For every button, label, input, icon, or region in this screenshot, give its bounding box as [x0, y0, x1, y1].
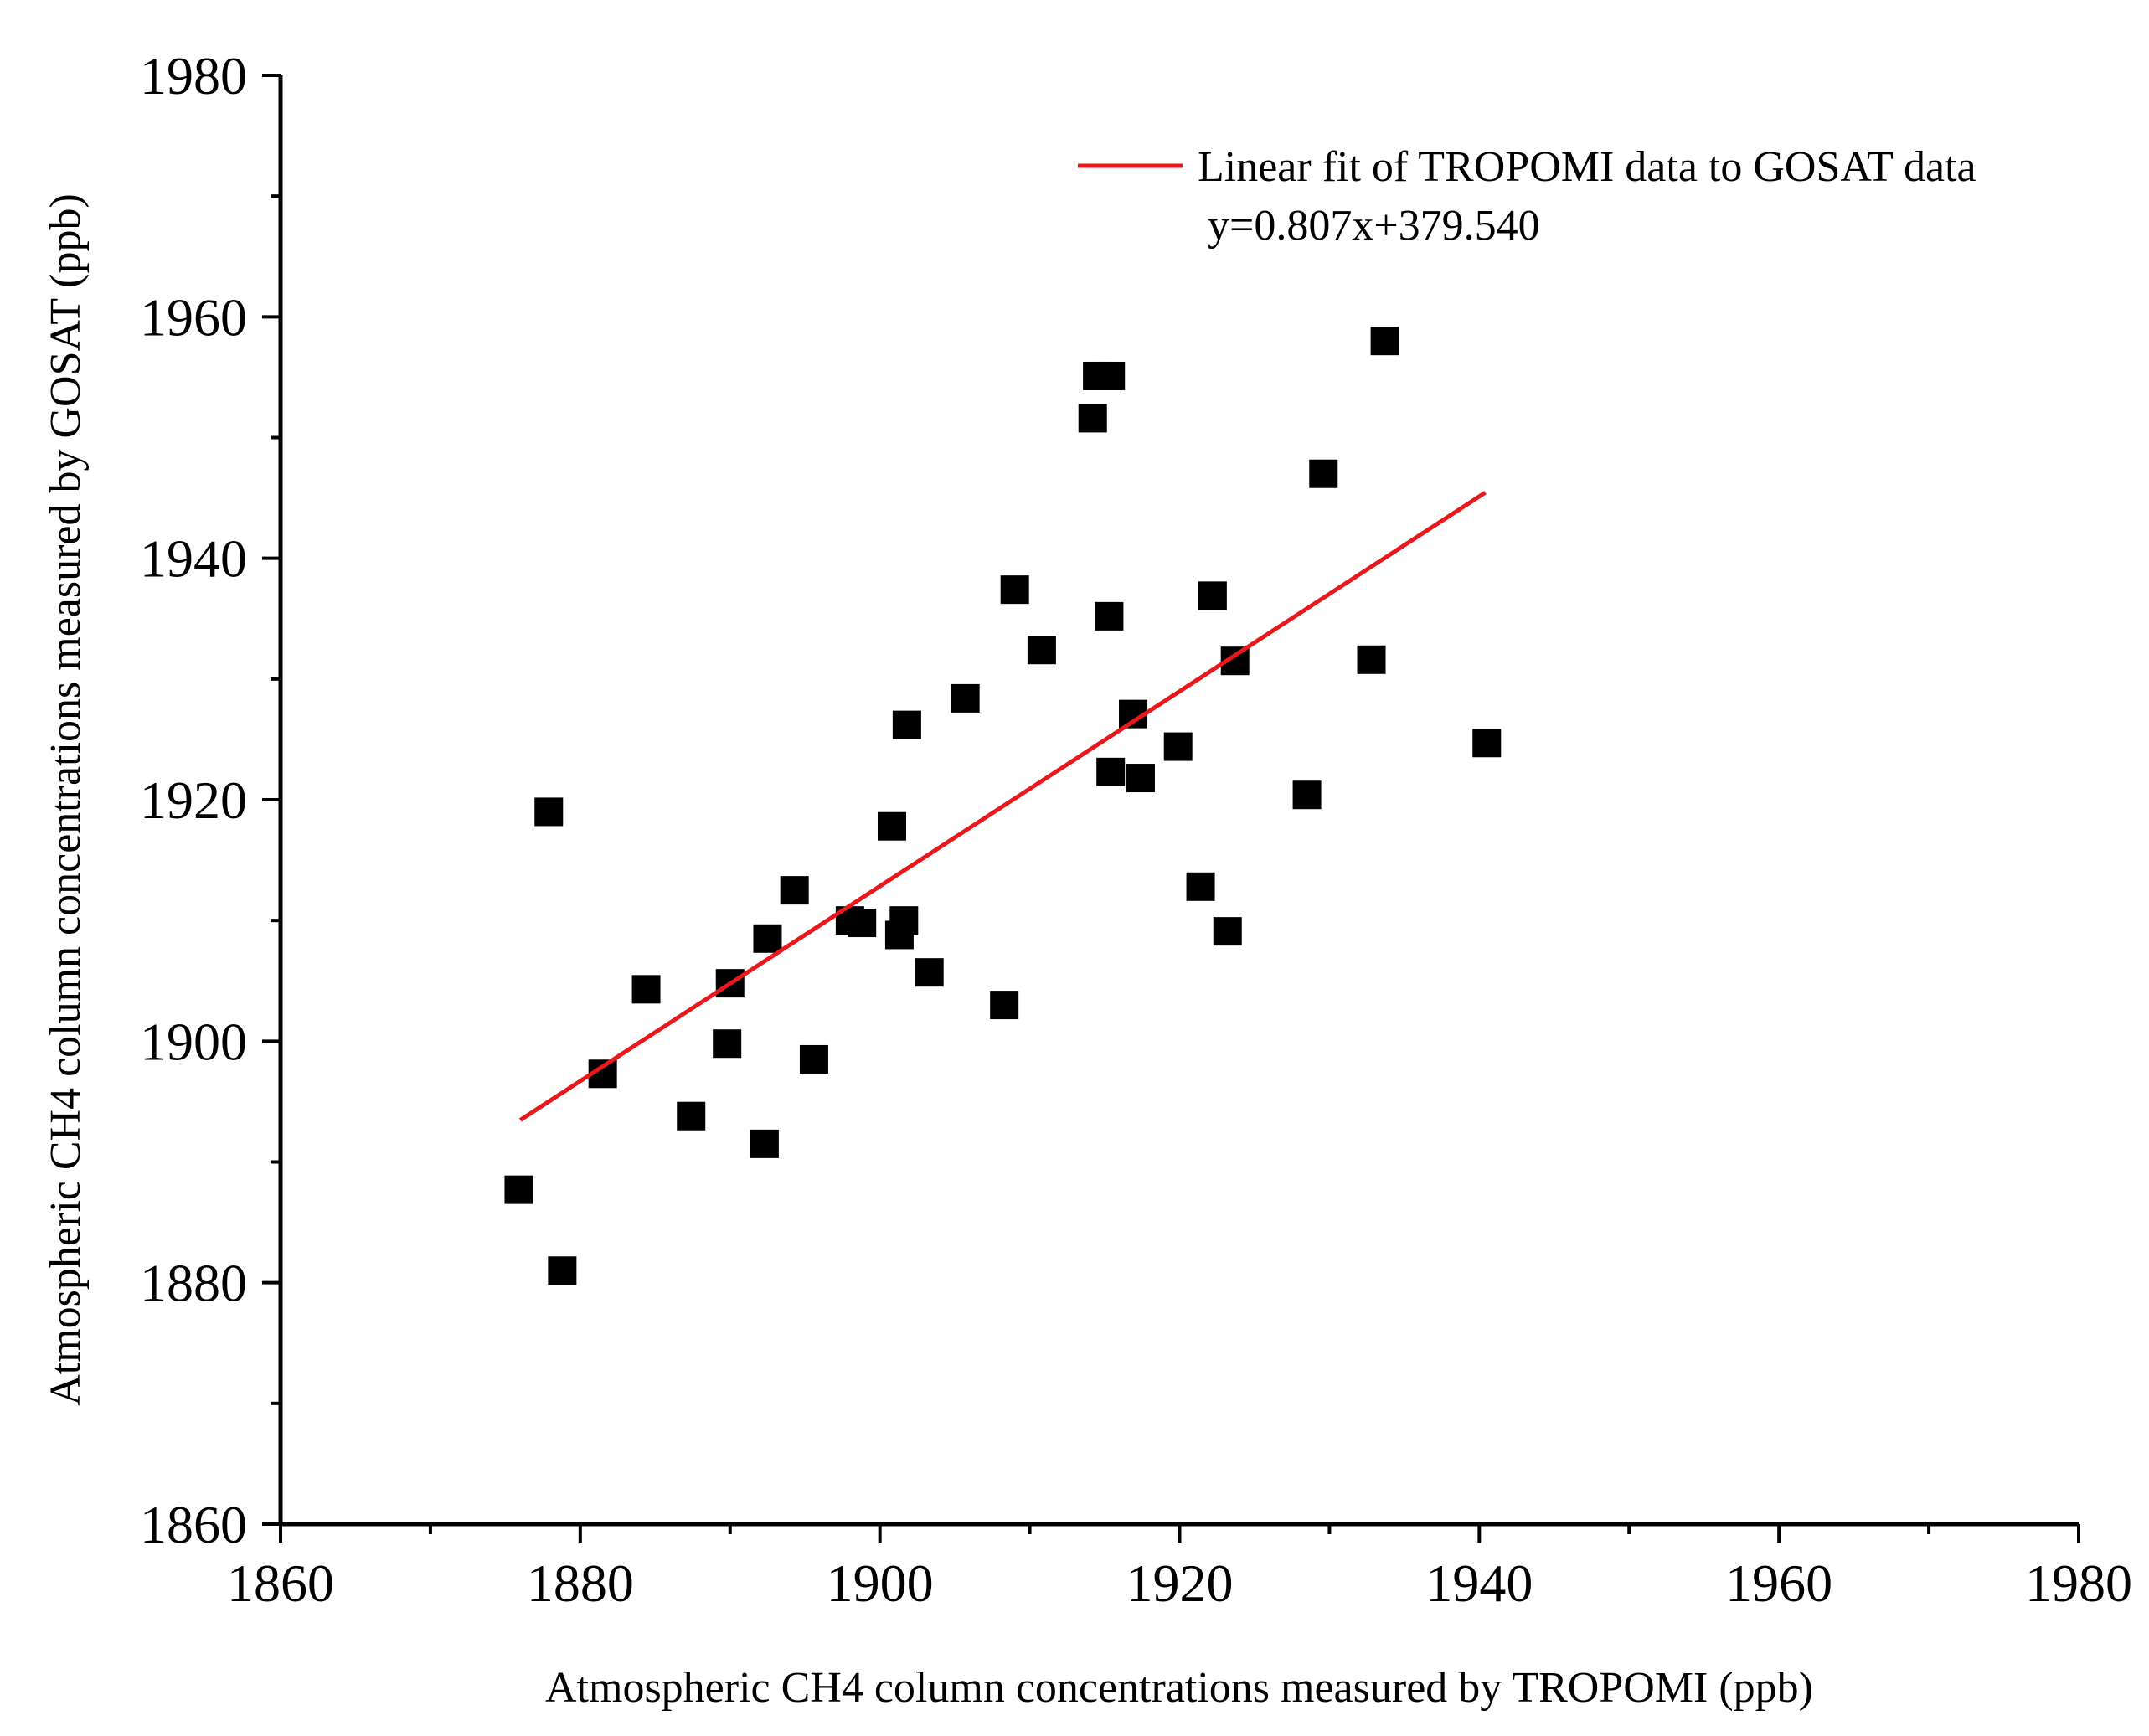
data-point	[534, 797, 564, 827]
x-tick-labels: 1860 1880 1900 1920 1940 1960 1980	[227, 1553, 2132, 1613]
data-point	[1292, 780, 1322, 810]
data-point	[1096, 361, 1126, 390]
x-tick-label: 1940	[1425, 1553, 1533, 1613]
data-point	[848, 909, 877, 938]
data-point	[1078, 404, 1107, 433]
x-tick-label: 1880	[527, 1553, 634, 1613]
y-tick-label: 1880	[140, 1254, 247, 1313]
data-point	[713, 1029, 742, 1059]
y-tick-label: 1920	[140, 770, 247, 830]
y-tick-label: 1860	[140, 1495, 247, 1554]
x-tick-label: 1900	[827, 1553, 934, 1613]
x-tick-label: 1920	[1126, 1553, 1234, 1613]
data-point	[1027, 636, 1056, 665]
minor-ticks	[271, 194, 1931, 1534]
data-point	[1096, 757, 1126, 786]
data-point	[915, 958, 944, 987]
data-point	[1213, 917, 1242, 946]
data-point	[677, 1101, 706, 1131]
data-point	[1198, 581, 1227, 610]
data-point	[753, 924, 782, 953]
x-tick-label: 1960	[1725, 1553, 1832, 1613]
data-points	[504, 327, 1502, 1285]
data-point	[750, 1129, 779, 1158]
data-point	[1163, 732, 1193, 761]
y-tick-labels: 1860 1880 1900 1920 1940 1960 1980	[140, 46, 247, 1554]
y-tick-label: 1980	[140, 46, 247, 106]
data-point	[1095, 601, 1124, 631]
data-point	[889, 906, 919, 935]
x-tick-label: 1860	[227, 1553, 334, 1613]
data-point	[990, 991, 1019, 1020]
legend-fit-label: Linear fit of TROPOMI data to GOSAT data	[1198, 143, 1976, 191]
data-point	[504, 1175, 533, 1204]
data-point	[631, 975, 661, 1004]
data-point	[780, 876, 809, 905]
data-point	[1472, 729, 1502, 758]
data-point	[548, 1256, 577, 1285]
legend-equation: y=0.807x+379.540	[1208, 202, 1540, 250]
data-point	[1357, 645, 1386, 674]
x-tick-label: 1980	[2025, 1553, 2132, 1613]
data-point	[877, 811, 906, 841]
data-point	[1000, 575, 1029, 605]
data-point	[1186, 872, 1215, 901]
data-point	[1370, 327, 1399, 356]
data-point	[1309, 459, 1338, 488]
y-tick-label: 1900	[140, 1012, 247, 1071]
major-ticks	[262, 74, 2080, 1543]
y-tick-label: 1940	[140, 529, 247, 589]
data-point	[892, 710, 921, 739]
y-axis-title: Atmospheric CH4 column concentrations me…	[42, 193, 90, 1406]
y-tick-label: 1960	[140, 287, 247, 347]
data-point	[951, 683, 980, 713]
data-point	[1126, 764, 1155, 793]
data-point	[799, 1044, 828, 1074]
fit-line	[518, 491, 1487, 1122]
legend: Linear fit of TROPOMI data to GOSAT data…	[1078, 143, 1976, 250]
x-axis-title: Atmospheric CH4 column concentrations me…	[545, 1664, 1813, 1712]
